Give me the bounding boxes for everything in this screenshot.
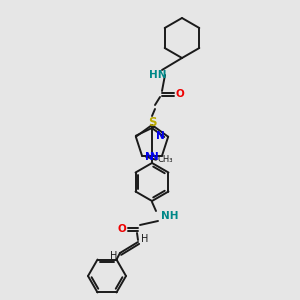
Text: CH₃: CH₃ (157, 155, 172, 164)
Text: N: N (150, 152, 159, 162)
Text: O: O (176, 89, 184, 99)
Text: N: N (145, 152, 154, 162)
Text: HN: HN (149, 70, 167, 80)
Text: O: O (118, 224, 126, 234)
Text: S: S (148, 116, 156, 128)
Text: H: H (110, 251, 118, 261)
Text: N: N (156, 131, 165, 141)
Text: H: H (141, 234, 149, 244)
Text: NH: NH (161, 211, 178, 221)
